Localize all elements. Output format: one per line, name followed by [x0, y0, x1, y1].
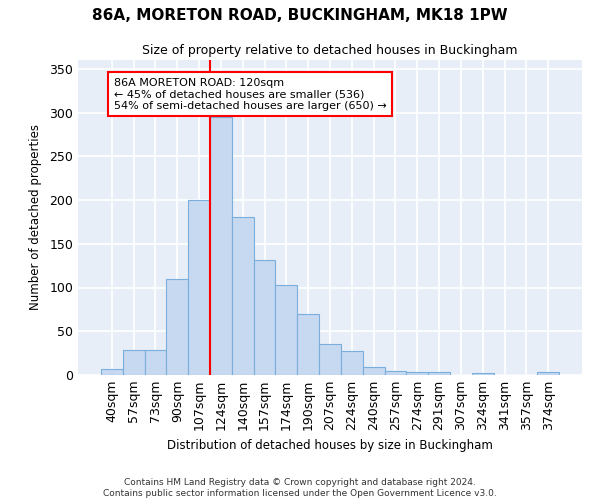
Bar: [363, 367, 385, 375]
Bar: [232, 216, 254, 375]
Y-axis label: Number of detached properties: Number of detached properties: [29, 124, 43, 310]
Bar: [428, 372, 450, 375]
Bar: [145, 350, 166, 375]
Text: 86A MORETON ROAD: 120sqm
← 45% of detached houses are smaller (536)
54% of semi-: 86A MORETON ROAD: 120sqm ← 45% of detach…: [113, 78, 386, 110]
Text: 86A, MORETON ROAD, BUCKINGHAM, MK18 1PW: 86A, MORETON ROAD, BUCKINGHAM, MK18 1PW: [92, 8, 508, 22]
Bar: [123, 350, 145, 375]
X-axis label: Distribution of detached houses by size in Buckingham: Distribution of detached houses by size …: [167, 438, 493, 452]
Bar: [254, 260, 275, 375]
Bar: [472, 373, 494, 375]
Bar: [406, 372, 428, 375]
Bar: [210, 117, 232, 375]
Bar: [275, 285, 297, 375]
Bar: [166, 279, 188, 375]
Bar: [319, 344, 341, 375]
Title: Size of property relative to detached houses in Buckingham: Size of property relative to detached ho…: [142, 44, 518, 58]
Bar: [385, 370, 406, 375]
Bar: [297, 314, 319, 375]
Bar: [101, 369, 123, 375]
Bar: [341, 352, 363, 375]
Bar: [537, 372, 559, 375]
Text: Contains HM Land Registry data © Crown copyright and database right 2024.
Contai: Contains HM Land Registry data © Crown c…: [103, 478, 497, 498]
Bar: [188, 200, 210, 375]
